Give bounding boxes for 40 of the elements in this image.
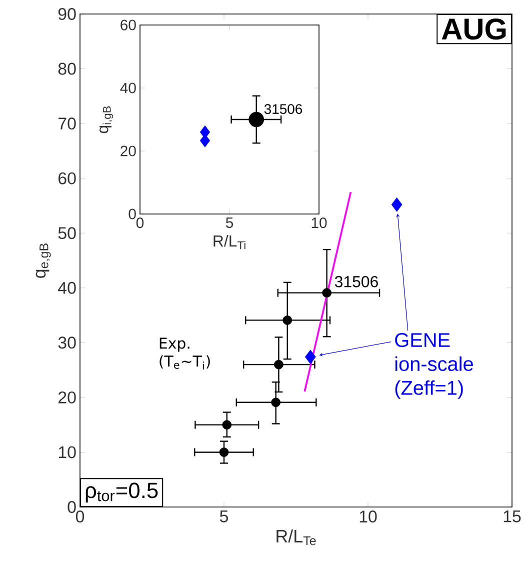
annotation: ρ$_{tor}$=0.5 [86,482,158,503]
point [222,420,232,430]
y-tick-label: 40 [120,82,136,94]
y-tick-label: 0 [128,208,136,220]
point [391,197,402,212]
text: Exp. (T$_{e}$∼T$_{i}$) [160,338,210,370]
x-tick-label: 5 [226,218,234,228]
x-tick-label: 15 [504,510,521,522]
y-tick-label: 60 [58,172,76,184]
point [304,350,316,364]
point [282,316,292,325]
y-tick-label: 70 [58,118,76,130]
annotation: 31506 [264,104,302,114]
y-axis-title: q$_{e,gB}$ [36,244,51,278]
point [248,112,264,128]
y-tick-label: 80 [58,62,76,75]
y-tick-label: 90 [58,8,76,20]
y-tick-label: 20 [120,146,136,156]
point [274,360,284,370]
y-tick-label: 0 [68,501,76,513]
y-axis-title: q$_{i,gB}$ [100,106,114,134]
y-tick-label: 40 [58,282,76,294]
x-tick-label: 0 [136,218,144,228]
y-tick-label: 60 [120,20,136,30]
x-tick-label: 10 [360,510,377,523]
annotation: AUG [442,18,506,40]
x-axis-title: R/L$_{Te}$ [276,529,316,546]
point [271,398,281,408]
x-tick-label: 10 [312,218,327,228]
y-tick-label: 20 [58,391,76,404]
legend-label: GENE ion-scale (Zeff=1) [395,333,473,399]
y-tick-label: 10 [58,446,76,458]
annotation: 31506 [334,276,378,288]
x-axis-title: R/L$_{Ti}$ [214,234,246,250]
y-tick-label: 30 [58,336,76,349]
y-tick-label: 50 [58,227,76,240]
point [322,288,332,298]
x-tick-label: 5 [220,510,228,522]
x-tick-label: 0 [76,510,84,523]
point [219,448,229,457]
